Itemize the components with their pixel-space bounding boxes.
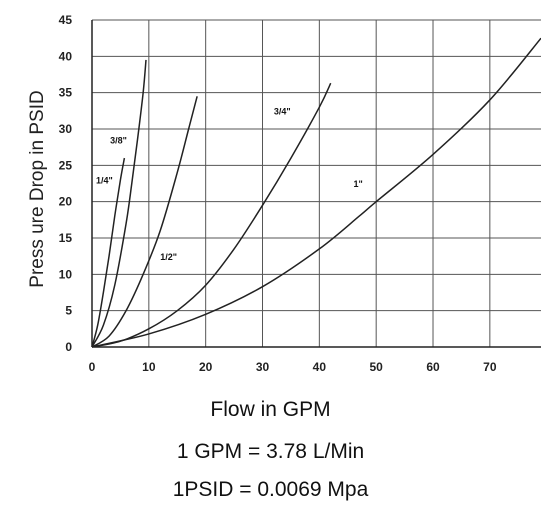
label-three-quarter-inch: 3/4": [274, 106, 291, 116]
series-labels: 1/4" 3/8" 1/2" 3/4" 1": [96, 106, 363, 261]
grid: [92, 19, 541, 347]
y-tick-label: 45: [59, 13, 73, 27]
label-half-inch: 1/2": [160, 252, 177, 262]
axes: [91, 20, 541, 348]
y-tick-labels: 0 5 10 15 20 25 30 35 40 45: [59, 13, 73, 354]
series-curves: [91, 37, 541, 348]
x-tick-label: 70: [483, 360, 497, 374]
label-one-inch: 1": [353, 179, 362, 189]
x-tick-label: 60: [426, 360, 440, 374]
x-tick-label: 50: [369, 360, 383, 374]
y-tick-label: 40: [59, 49, 73, 63]
y-tick-label: 10: [59, 267, 73, 281]
curve-three-eighths-inch: [91, 59, 147, 348]
conversion-note-gpm: 1 GPM = 3.78 L/Min: [176, 440, 365, 463]
x-axis-label: Flow in GPM: [210, 398, 331, 421]
y-axis-label: Press ure Drop in PSID: [27, 90, 48, 287]
curve-quarter-inch: [91, 157, 126, 348]
y-tick-label: 35: [59, 86, 73, 100]
curve-one-inch: [91, 37, 541, 348]
y-tick-label: 5: [65, 304, 72, 318]
x-tick-label: 30: [256, 360, 270, 374]
x-tick-labels: 0 10 20 30 40 50 60 70: [89, 360, 497, 374]
y-tick-label: 25: [59, 158, 73, 172]
y-tick-label: 0: [65, 340, 72, 354]
x-tick-label: 40: [313, 360, 327, 374]
conversion-note-psid: 1PSID = 0.0069 Mpa: [172, 478, 369, 501]
y-tick-label: 30: [59, 122, 73, 136]
x-tick-label: 20: [199, 360, 213, 374]
y-tick-label: 20: [59, 195, 73, 209]
label-quarter-inch: 1/4": [96, 176, 113, 186]
label-three-eighths-inch: 3/8": [110, 136, 127, 146]
pressure-drop-chart: 0 10 20 30 40 50 60 70 0 5 10 15 20 25 30 35 40 45 1/4" 3…: [27, 13, 541, 374]
x-tick-label: 0: [89, 360, 96, 374]
y-tick-label: 15: [59, 231, 73, 245]
curve-three-quarter-inch: [91, 82, 332, 348]
x-tick-label: 10: [142, 360, 156, 374]
curve-half-inch: [91, 96, 198, 348]
